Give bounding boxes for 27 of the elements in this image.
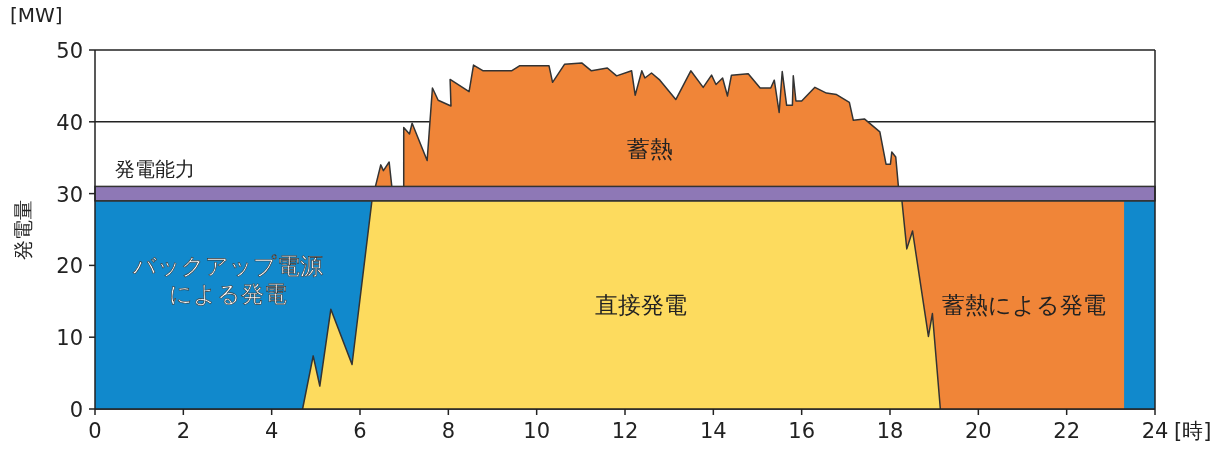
x-tick-label: 20 [964, 419, 992, 443]
y-tick-label: 50 [56, 39, 83, 63]
x-tick-label: 10 [523, 419, 551, 443]
x-tick-label: 8 [441, 419, 456, 443]
text: [MW] [10, 3, 63, 27]
series-label: 蓄熱による発電 [941, 291, 1106, 318]
x-tick-label: 24 [1141, 419, 1169, 443]
x-tick-label: 0 [88, 419, 102, 443]
y-tick-label: 0 [69, 398, 83, 422]
x-tick-label: 4 [264, 419, 279, 443]
y-axis-title: 発電量 [11, 199, 35, 260]
x-tick-label: 22 [1053, 419, 1081, 443]
x-tick-label: 6 [353, 419, 367, 443]
x-tick-label: 18 [876, 419, 904, 443]
y-tick-label: 40 [56, 110, 83, 135]
x-tick-label: 14 [699, 419, 727, 443]
series-label: 直接発電 [594, 291, 687, 318]
x-tick-label: 12 [611, 419, 639, 443]
series-label: バックアップ電源による発電 [131, 253, 323, 307]
y-tick-label: 30 [56, 182, 83, 207]
x-axis-title: [時] [1174, 419, 1212, 443]
y-tick-label: 20 [56, 254, 83, 279]
x-tick-label: 16 [788, 419, 816, 443]
x-tick-label: 2 [176, 419, 191, 443]
y-tick-label: 10 [56, 326, 83, 351]
band-label: 発電能力 [115, 157, 195, 182]
series-label: 蓄熱 [627, 135, 674, 162]
